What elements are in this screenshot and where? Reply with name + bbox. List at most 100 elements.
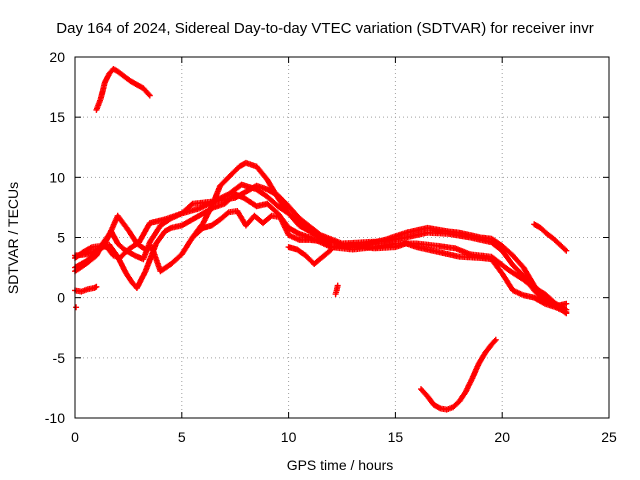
data-point-segment — [509, 252, 526, 270]
data-point-segment — [253, 163, 270, 182]
y-tick-label: -10 — [45, 410, 65, 426]
data-point-segment — [333, 282, 341, 294]
data-point-segment — [488, 235, 504, 248]
data-point-segment — [296, 222, 312, 234]
y-tick-label: 5 — [57, 230, 65, 246]
y-tick-label: 15 — [49, 109, 65, 125]
data-point-segment — [157, 216, 173, 229]
series-high-arc — [93, 66, 153, 113]
data-point-segment — [178, 217, 195, 229]
data-point-segment — [277, 214, 291, 237]
data-point-segment — [189, 225, 205, 241]
data-point-segment — [319, 246, 335, 260]
data-point-segment — [381, 230, 408, 243]
data-point-segment — [253, 186, 269, 199]
data-point-segment — [274, 194, 291, 216]
series-isolated-short — [332, 282, 341, 298]
data-point-segment — [456, 389, 468, 405]
x-tick-label: 0 — [71, 429, 79, 445]
data-point-segment — [168, 211, 184, 222]
data-point-segment — [424, 224, 451, 235]
data-point-segment — [509, 262, 526, 278]
x-tick-label: 15 — [388, 429, 404, 445]
data-point-segment — [450, 399, 462, 411]
data-point-segment — [264, 176, 281, 200]
data-point-segment — [285, 203, 302, 220]
data-point-segment — [531, 294, 547, 306]
data-point-segment — [452, 245, 472, 257]
series-trace-d — [72, 191, 570, 316]
data-point-segment — [311, 254, 325, 267]
data-point-segment — [403, 225, 429, 236]
data-point-segment — [488, 336, 499, 348]
series-trace-g — [531, 221, 570, 254]
data-point-segment — [435, 248, 461, 260]
data-point-segment — [482, 342, 494, 356]
data-point-segment — [234, 208, 248, 227]
data-point-segment — [556, 241, 570, 254]
series-layer — [72, 66, 570, 413]
data-point-segment — [97, 80, 108, 103]
data-point-segment — [178, 206, 201, 217]
data-point-segment — [133, 269, 148, 291]
data-point-segment — [140, 85, 153, 99]
data-point-segment — [264, 200, 280, 216]
data-point-segment — [217, 173, 233, 189]
data-point-segment — [499, 270, 515, 292]
data-point-segment — [178, 235, 195, 258]
data-point-segment — [106, 241, 120, 259]
data-point-segment — [114, 68, 126, 79]
chart-title: Day 164 of 2024, Sidereal Day-to-day VTE… — [56, 20, 593, 37]
y-axis-label: SDTVAR / TECUs — [5, 182, 21, 294]
data-point-segment — [499, 242, 515, 258]
data-point-segment — [82, 250, 99, 265]
data-point-segment — [264, 193, 280, 209]
data-point-segment — [413, 240, 440, 249]
x-tick-label: 25 — [601, 429, 617, 445]
y-tick-label: 10 — [49, 169, 65, 185]
data-point-segment — [424, 393, 436, 407]
data-point-segment — [371, 244, 397, 252]
data-point-segment — [153, 229, 167, 247]
data-point-segment — [106, 214, 121, 239]
y-tick-label: 0 — [57, 290, 65, 306]
x-tick-label: 20 — [494, 429, 510, 445]
data-point-segment — [488, 239, 504, 253]
data-point-segment — [240, 194, 259, 209]
data-point-segment — [435, 242, 457, 252]
data-point-segment — [456, 253, 483, 261]
data-point-segment — [142, 242, 159, 275]
data-point-segment — [114, 240, 126, 252]
data-point-segment — [238, 181, 259, 192]
data-point-segment — [189, 211, 205, 223]
data-point-segment — [91, 283, 100, 291]
data-point-segment — [168, 252, 184, 267]
data-point-segment — [260, 213, 274, 227]
data-point-segment — [488, 256, 505, 276]
data-point-segment — [227, 164, 242, 178]
data-point-segment — [418, 386, 430, 399]
data-point-segment — [520, 264, 537, 288]
data-point-segment — [285, 224, 301, 237]
x-tick-label: 5 — [178, 429, 186, 445]
data-point-segment — [499, 247, 515, 267]
data-point-segment — [531, 282, 547, 300]
data-point-segment — [146, 216, 167, 227]
data-point-segment — [157, 261, 173, 275]
data-point-segment — [161, 225, 173, 235]
x-axis-label: GPS time / hours — [287, 457, 394, 473]
data-point-segment — [208, 217, 222, 229]
data-point-segment — [285, 210, 302, 228]
data-point-segment — [225, 182, 244, 198]
data-point-segment — [110, 66, 120, 74]
y-tick-label: 20 — [49, 49, 65, 65]
y-tick-label: -5 — [53, 350, 66, 366]
data-point-segment — [552, 304, 570, 316]
series-low-arc — [418, 336, 499, 413]
data-point — [73, 304, 80, 311]
series-trace-f — [285, 244, 335, 267]
data-point-segment — [114, 212, 131, 232]
data-point-segment — [294, 246, 308, 258]
data-point-segment — [146, 223, 163, 246]
data-point-segment — [550, 235, 562, 247]
